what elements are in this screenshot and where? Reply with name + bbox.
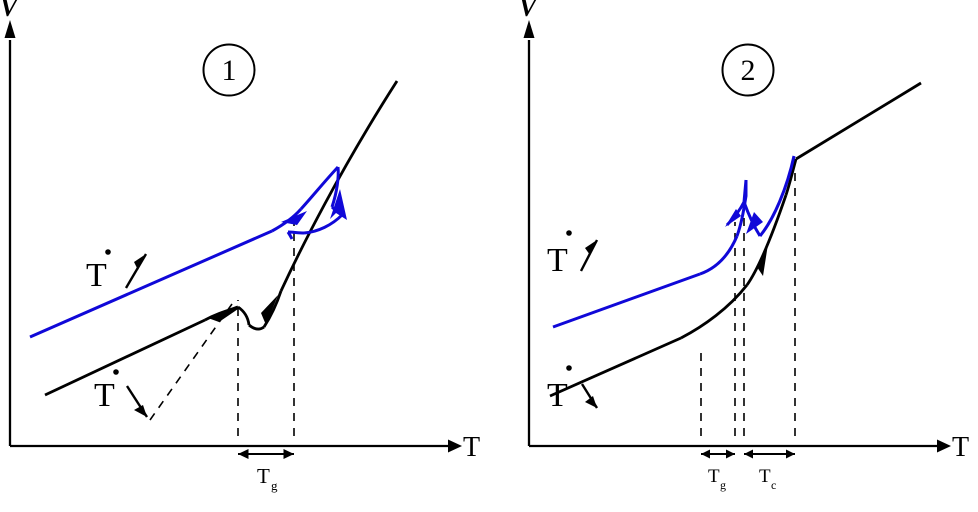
svg-text:V: V — [0, 0, 20, 22]
svg-text:T: T — [94, 377, 115, 414]
svg-text:g: g — [271, 478, 278, 493]
svg-text:T: T — [952, 432, 969, 463]
svg-text:2: 2 — [741, 54, 756, 87]
svg-text:T: T — [86, 257, 107, 294]
svg-text:c: c — [771, 478, 776, 492]
svg-text:T: T — [463, 432, 480, 463]
svg-text:T: T — [759, 466, 771, 487]
svg-text:T: T — [257, 464, 270, 488]
svg-text:T: T — [547, 242, 568, 279]
svg-text:V: V — [519, 0, 539, 22]
svg-text:T: T — [708, 466, 720, 487]
svg-text:g: g — [720, 478, 726, 492]
svg-text:T: T — [547, 377, 568, 414]
svg-text:1: 1 — [222, 54, 237, 87]
